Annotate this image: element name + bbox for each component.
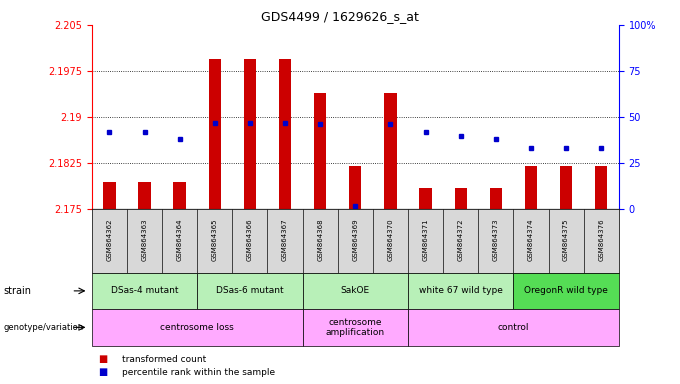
Bar: [595, 166, 607, 209]
Text: GSM864367: GSM864367: [282, 218, 288, 261]
Bar: [103, 182, 116, 209]
Text: GSM864372: GSM864372: [458, 218, 464, 261]
Bar: [349, 166, 362, 209]
Text: GSM864362: GSM864362: [106, 218, 112, 261]
Bar: [173, 182, 186, 209]
Bar: [490, 188, 502, 209]
Text: transformed count: transformed count: [122, 354, 207, 364]
Text: percentile rank within the sample: percentile rank within the sample: [122, 368, 275, 377]
Text: ■: ■: [99, 367, 108, 377]
Text: GSM864364: GSM864364: [177, 218, 183, 261]
Text: GSM864376: GSM864376: [598, 218, 605, 261]
Text: genotype/variation: genotype/variation: [3, 323, 84, 332]
Text: GSM864374: GSM864374: [528, 218, 534, 261]
Bar: [209, 59, 221, 209]
Text: GSM864363: GSM864363: [141, 218, 148, 261]
Text: ■: ■: [99, 354, 108, 364]
Text: centrosome
amplification: centrosome amplification: [326, 318, 385, 337]
Text: GSM864375: GSM864375: [563, 218, 569, 261]
Text: GSM864373: GSM864373: [493, 218, 499, 261]
Text: GSM864366: GSM864366: [247, 218, 253, 261]
Text: GDS4499 / 1629626_s_at: GDS4499 / 1629626_s_at: [261, 10, 419, 23]
Text: GSM864365: GSM864365: [211, 218, 218, 261]
Bar: [560, 166, 573, 209]
Bar: [243, 59, 256, 209]
Text: strain: strain: [3, 286, 31, 296]
Text: GSM864369: GSM864369: [352, 218, 358, 261]
Bar: [138, 182, 151, 209]
Text: SakOE: SakOE: [341, 286, 370, 295]
Text: GSM864371: GSM864371: [422, 218, 428, 261]
Text: DSas-6 mutant: DSas-6 mutant: [216, 286, 284, 295]
Text: DSas-4 mutant: DSas-4 mutant: [111, 286, 178, 295]
Bar: [279, 59, 291, 209]
Text: GSM864368: GSM864368: [317, 218, 323, 261]
Text: centrosome loss: centrosome loss: [160, 323, 234, 332]
Bar: [525, 166, 537, 209]
Bar: [314, 93, 326, 209]
Text: OregonR wild type: OregonR wild type: [524, 286, 608, 295]
Text: control: control: [498, 323, 529, 332]
Text: white 67 wild type: white 67 wild type: [419, 286, 503, 295]
Text: GSM864370: GSM864370: [388, 218, 394, 261]
Bar: [420, 188, 432, 209]
Bar: [384, 93, 396, 209]
Bar: [454, 188, 467, 209]
